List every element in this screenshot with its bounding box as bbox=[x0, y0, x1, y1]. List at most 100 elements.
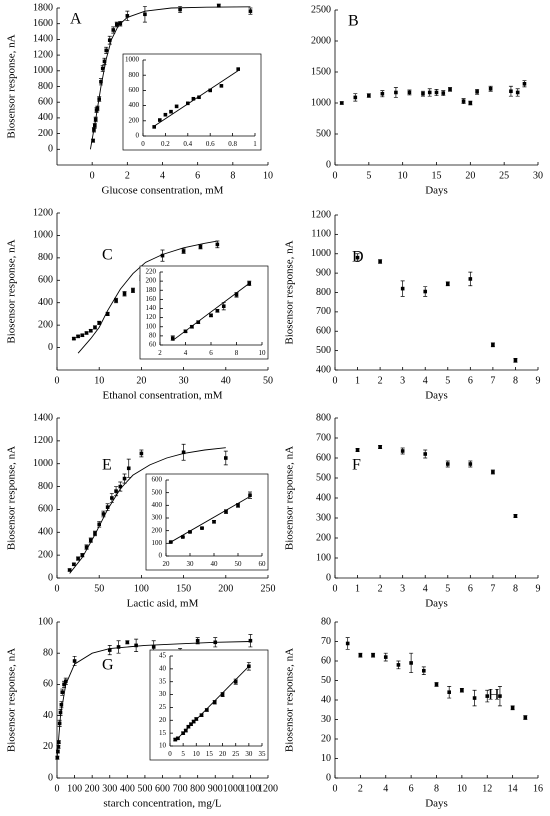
y-tick-label: 40 bbox=[159, 664, 167, 672]
data-point bbox=[445, 281, 450, 286]
y-tick-label: 200 bbox=[146, 277, 157, 285]
fit-line bbox=[77, 240, 218, 354]
x-tick-label: 9 bbox=[536, 375, 541, 386]
data-point bbox=[101, 512, 106, 516]
data-point bbox=[100, 66, 105, 71]
data-point bbox=[236, 503, 240, 508]
y-tick-label: 500 bbox=[316, 128, 331, 139]
x-tick-label: 2 bbox=[358, 783, 363, 794]
x-tick-label: 50 bbox=[235, 560, 243, 568]
y-tick-label: 200 bbox=[38, 319, 53, 330]
y-tick-label: 0 bbox=[326, 572, 331, 583]
y-tick-label: 0 bbox=[326, 159, 331, 170]
data-point bbox=[407, 90, 412, 95]
y-tick-label: 200 bbox=[316, 532, 331, 543]
y-tick-label: 80 bbox=[321, 616, 331, 627]
data-point bbox=[196, 320, 201, 324]
x-tick-label: 20 bbox=[219, 750, 227, 758]
x-tick-label: 1 bbox=[253, 140, 257, 148]
data-point bbox=[97, 522, 101, 527]
x-tick-label: 10 bbox=[398, 170, 408, 181]
y-tick-label: 80 bbox=[43, 647, 53, 658]
x-tick-label: 800 bbox=[190, 783, 205, 794]
data-point bbox=[104, 48, 109, 53]
data-point bbox=[174, 104, 179, 109]
data-point bbox=[122, 476, 127, 481]
y-tick-label: 45 bbox=[159, 652, 167, 660]
x-tick-label: 10 bbox=[457, 783, 467, 794]
y-axis-label: Biosensor response, nA bbox=[6, 239, 18, 343]
data-point bbox=[186, 101, 190, 106]
y-tick-label: 30 bbox=[159, 690, 167, 698]
y-tick-label: 200 bbox=[38, 549, 53, 560]
fit-line bbox=[172, 283, 250, 341]
x-tick-label: 0 bbox=[333, 170, 338, 181]
x-tick-label: 300 bbox=[102, 783, 117, 794]
x-tick-label: 8 bbox=[235, 349, 239, 357]
y-tick-label: 400 bbox=[38, 527, 53, 538]
data-point bbox=[208, 88, 212, 93]
x-tick-label: 10 bbox=[193, 750, 201, 758]
data-point bbox=[434, 90, 439, 95]
y-tick-label: 500 bbox=[316, 345, 331, 356]
data-point bbox=[195, 638, 200, 643]
y-tick-label: 100 bbox=[152, 539, 163, 547]
x-tick-label: 3 bbox=[400, 583, 405, 594]
y-tick-label: 800 bbox=[38, 481, 53, 492]
data-point bbox=[134, 643, 138, 648]
data-point bbox=[80, 553, 85, 557]
y-tick-label: 1000 bbox=[125, 56, 140, 64]
y-tick-label: 100 bbox=[38, 616, 53, 627]
data-point bbox=[58, 710, 63, 715]
x-tick-label: 30 bbox=[245, 750, 253, 758]
data-point bbox=[110, 496, 114, 500]
data-point bbox=[434, 682, 439, 687]
data-point bbox=[122, 291, 127, 296]
data-point bbox=[219, 84, 224, 88]
data-point bbox=[498, 694, 502, 698]
data-point bbox=[63, 679, 68, 684]
y-tick-label: 700 bbox=[316, 306, 331, 317]
y-tick-label: 1200 bbox=[33, 207, 53, 218]
x-tick-label: 200 bbox=[218, 583, 233, 594]
x-tick-label: 12 bbox=[482, 783, 492, 794]
y-tick-label: 800 bbox=[316, 412, 331, 423]
y-tick-label: 10 bbox=[321, 753, 331, 764]
y-tick-label: 40 bbox=[321, 694, 331, 705]
y-tick-label: 50 bbox=[321, 675, 331, 686]
y-tick-label: 1400 bbox=[33, 34, 53, 45]
x-tick-label: 10 bbox=[259, 349, 267, 357]
y-axis-label: Biosensor response, nA bbox=[6, 34, 18, 138]
x-tick-label: 4 bbox=[184, 349, 188, 357]
y-tick-label: 800 bbox=[38, 252, 53, 263]
y-tick-label: 0 bbox=[48, 144, 53, 155]
x-tick-label: 2 bbox=[378, 583, 383, 594]
data-point bbox=[378, 445, 382, 449]
data-point bbox=[383, 655, 388, 659]
y-tick-label: 600 bbox=[129, 86, 140, 94]
data-point bbox=[427, 90, 432, 95]
data-point bbox=[212, 700, 217, 705]
y-tick-label: 20 bbox=[43, 741, 53, 752]
x-tick-label: 3 bbox=[400, 375, 405, 386]
y-tick-label: 60 bbox=[43, 679, 53, 690]
data-point bbox=[191, 96, 196, 101]
data-point bbox=[215, 308, 220, 313]
x-tick-label: 5 bbox=[181, 750, 185, 758]
data-point bbox=[212, 520, 216, 524]
data-point bbox=[441, 91, 446, 95]
data-point bbox=[468, 101, 473, 105]
data-point bbox=[169, 109, 173, 114]
data-point bbox=[199, 713, 204, 717]
x-tick-label: 0.6 bbox=[206, 140, 215, 148]
y-tick-label: 1100 bbox=[311, 229, 331, 240]
data-point bbox=[173, 737, 178, 742]
data-point bbox=[191, 719, 196, 724]
x-tick-label: 1 bbox=[355, 375, 360, 386]
y-tick-label: 0 bbox=[326, 772, 331, 783]
x-tick-label: 7 bbox=[490, 375, 495, 386]
x-tick-label: 1 bbox=[355, 583, 360, 594]
data-point bbox=[248, 493, 252, 497]
y-tick-label: 100 bbox=[146, 322, 157, 330]
